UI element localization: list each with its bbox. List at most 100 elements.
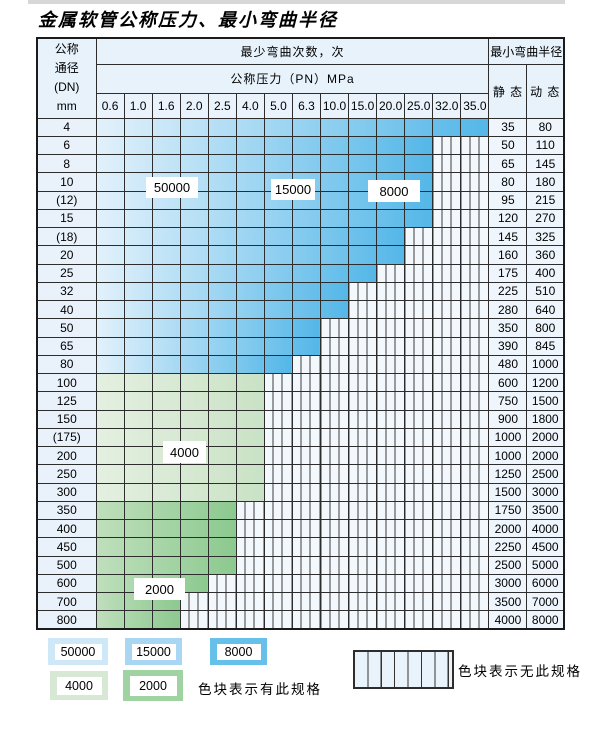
cycle-cell-unavailable — [348, 427, 378, 448]
cycle-cell-available — [123, 263, 153, 283]
cycle-cell-available — [95, 482, 125, 502]
cycle-cell-available — [179, 573, 209, 594]
cycle-count-label: 15000 — [271, 179, 315, 200]
cycle-cell-unavailable — [460, 281, 490, 302]
cycle-cell-available — [95, 299, 125, 320]
cycle-count-label: 50000 — [146, 177, 198, 198]
pressure-col-header: 15.0 — [348, 92, 378, 119]
cycle-cell-available — [348, 117, 378, 137]
cycle-cell-available — [151, 299, 181, 320]
cycle-cell-available — [348, 208, 378, 229]
cycle-cell-available — [235, 245, 265, 265]
cycle-cell-available — [235, 263, 265, 283]
cycle-cell-unavailable — [235, 537, 265, 557]
pressure-col-header: 32.0 — [432, 92, 462, 119]
cycle-cell-unavailable — [235, 610, 265, 630]
cycle-cell-unavailable — [404, 537, 434, 557]
cycle-cell-unavailable — [319, 573, 350, 594]
cycle-cell-unavailable — [263, 555, 293, 575]
table-row: 450 2250 4500 — [36, 537, 565, 557]
cycle-cell-available — [95, 208, 125, 229]
legend-swatch: 2000 — [123, 670, 183, 701]
cycle-cell-unavailable — [460, 318, 490, 338]
cycle-cell-unavailable — [263, 482, 293, 502]
dn-cell: 700 — [36, 591, 97, 612]
cycle-cell-available — [207, 427, 237, 448]
cycle-cell-available — [151, 117, 181, 137]
cycle-cell-available — [291, 135, 322, 156]
cycle-cell-unavailable — [432, 190, 462, 210]
static-radius-cell: 1500 — [488, 482, 528, 502]
cycle-cell-available — [179, 500, 209, 521]
cycle-cell-unavailable — [432, 391, 462, 411]
static-radius-cell: 390 — [488, 336, 528, 356]
cycle-cell-available — [404, 153, 434, 174]
cycle-cell-available — [235, 318, 265, 338]
cycle-cell-available — [95, 336, 125, 356]
dn-cell: 32 — [36, 281, 97, 302]
cycle-cell-unavailable — [263, 372, 293, 393]
cycle-cell-available — [319, 208, 350, 229]
static-col-header: 静 态 — [488, 63, 528, 119]
cycle-cell-unavailable — [348, 482, 378, 502]
cycle-cell-available — [179, 372, 209, 393]
cycle-cell-unavailable — [319, 336, 350, 356]
static-radius-cell: 120 — [488, 208, 528, 229]
cycle-cell-available — [123, 482, 153, 502]
cycle-cell-unavailable — [319, 555, 350, 575]
cycle-cell-available — [95, 427, 125, 448]
cycle-cell-unavailable — [460, 208, 490, 229]
dn-cell: 125 — [36, 391, 97, 411]
cycle-cell-unavailable — [432, 226, 462, 247]
cycle-cell-available — [179, 117, 209, 137]
cycle-cell-available — [291, 336, 322, 356]
cycle-cell-available — [263, 245, 293, 265]
cycle-cell-unavailable — [432, 263, 462, 283]
cycle-cell-available — [95, 117, 125, 137]
cycle-cell-available — [235, 391, 265, 411]
cycle-cell-unavailable — [291, 518, 322, 539]
cycle-cell-available — [207, 226, 237, 247]
cycle-cell-available — [123, 281, 153, 302]
cycle-cell-available — [95, 610, 125, 630]
table-row: 50 350 800 — [36, 318, 565, 338]
dn-cell: 400 — [36, 518, 97, 539]
cycle-cell-available — [95, 153, 125, 174]
dynamic-radius-cell: 5000 — [526, 555, 565, 575]
table-row: 800 4000 8000 — [36, 610, 565, 630]
cycle-cell-available — [235, 354, 265, 375]
dn-cell: 4 — [36, 117, 97, 137]
cycle-cell-available — [95, 518, 125, 539]
cycle-cell-unavailable — [376, 445, 406, 466]
cycle-cell-unavailable — [291, 591, 322, 612]
table-row: 150 900 1800 — [36, 409, 565, 429]
table-body: 4 35 80 6 50 110 8 65 145 10 80 180 (12) 95 215 15 120 27… — [36, 117, 565, 630]
cycle-cell-available — [123, 190, 153, 210]
cycle-cell-available — [151, 281, 181, 302]
cycle-cell-available — [404, 135, 434, 156]
cycle-cell-unavailable — [404, 445, 434, 466]
cycle-cell-available — [123, 336, 153, 356]
cycle-cell-available — [179, 518, 209, 539]
table-row: 400 2000 4000 — [36, 518, 565, 539]
cycle-cell-available — [151, 391, 181, 411]
cycle-cell-unavailable — [404, 354, 434, 375]
cycle-cell-unavailable — [376, 537, 406, 557]
cycle-cell-available — [179, 226, 209, 247]
cycle-cell-unavailable — [460, 409, 490, 429]
cycle-cell-unavailable — [460, 299, 490, 320]
cycle-cell-available — [235, 427, 265, 448]
dynamic-radius-cell: 2500 — [526, 464, 565, 484]
cycle-cell-unavailable — [404, 591, 434, 612]
static-radius-cell: 600 — [488, 372, 528, 393]
cycle-cell-unavailable — [291, 445, 322, 466]
table-row: 15 120 270 — [36, 208, 565, 229]
cycle-cell-unavailable — [207, 573, 237, 594]
cycle-cell-unavailable — [348, 391, 378, 411]
cycle-cell-available — [179, 409, 209, 429]
legend-swatch-label: 2000 — [129, 675, 177, 696]
static-radius-cell: 1000 — [488, 427, 528, 448]
legend-swatch-label: 4000 — [56, 676, 102, 695]
cycle-cell-available — [179, 153, 209, 174]
cycle-cell-unavailable — [376, 354, 406, 375]
